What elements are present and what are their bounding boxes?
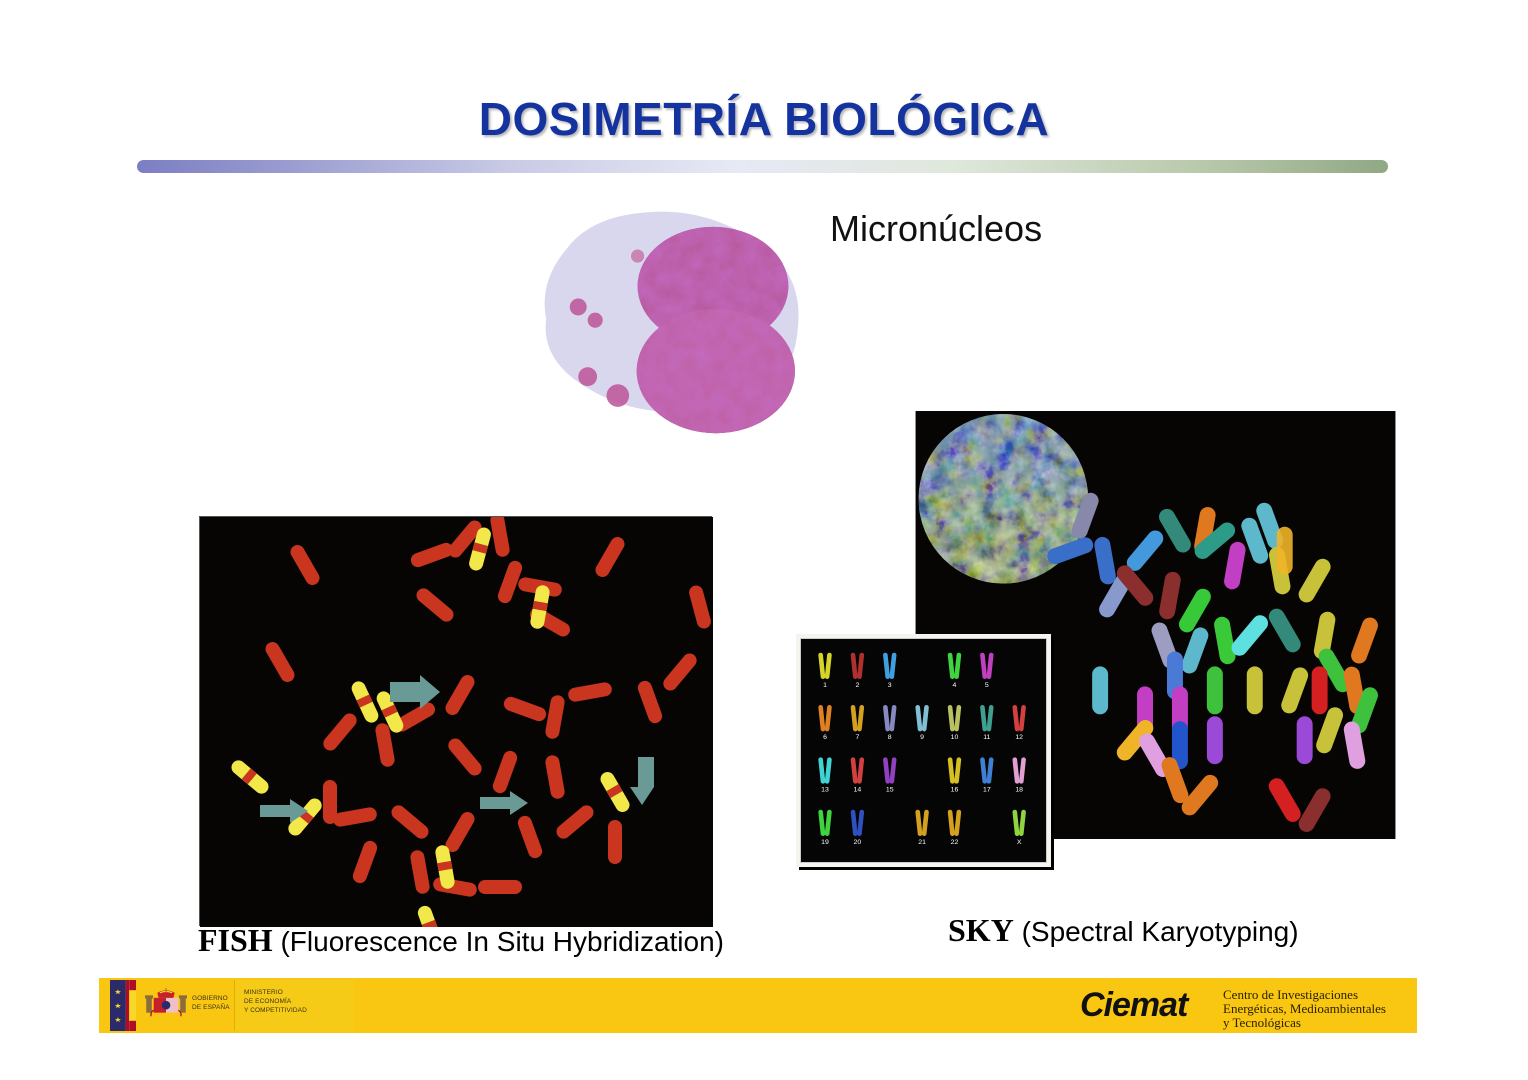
svg-text:X: X <box>1017 839 1022 846</box>
svg-text:7: 7 <box>855 734 859 741</box>
svg-text:21: 21 <box>918 839 926 846</box>
svg-text:2: 2 <box>855 682 859 689</box>
svg-text:9: 9 <box>920 734 924 741</box>
svg-text:17: 17 <box>983 786 991 793</box>
svg-text:15: 15 <box>886 786 894 793</box>
svg-text:1: 1 <box>823 682 827 689</box>
svg-text:22: 22 <box>951 839 959 846</box>
svg-text:11: 11 <box>983 734 990 741</box>
svg-text:5: 5 <box>985 682 989 689</box>
svg-text:14: 14 <box>854 786 862 793</box>
svg-text:4: 4 <box>953 682 957 689</box>
svg-text:16: 16 <box>951 786 959 793</box>
svg-text:19: 19 <box>821 839 829 846</box>
svg-text:18: 18 <box>1015 786 1023 793</box>
svg-text:12: 12 <box>1015 734 1023 741</box>
svg-text:6: 6 <box>823 734 827 741</box>
svg-text:3: 3 <box>888 682 892 689</box>
svg-text:8: 8 <box>888 734 892 741</box>
svg-text:20: 20 <box>854 839 862 846</box>
svg-text:13: 13 <box>821 786 829 793</box>
svg-text:10: 10 <box>951 734 959 741</box>
